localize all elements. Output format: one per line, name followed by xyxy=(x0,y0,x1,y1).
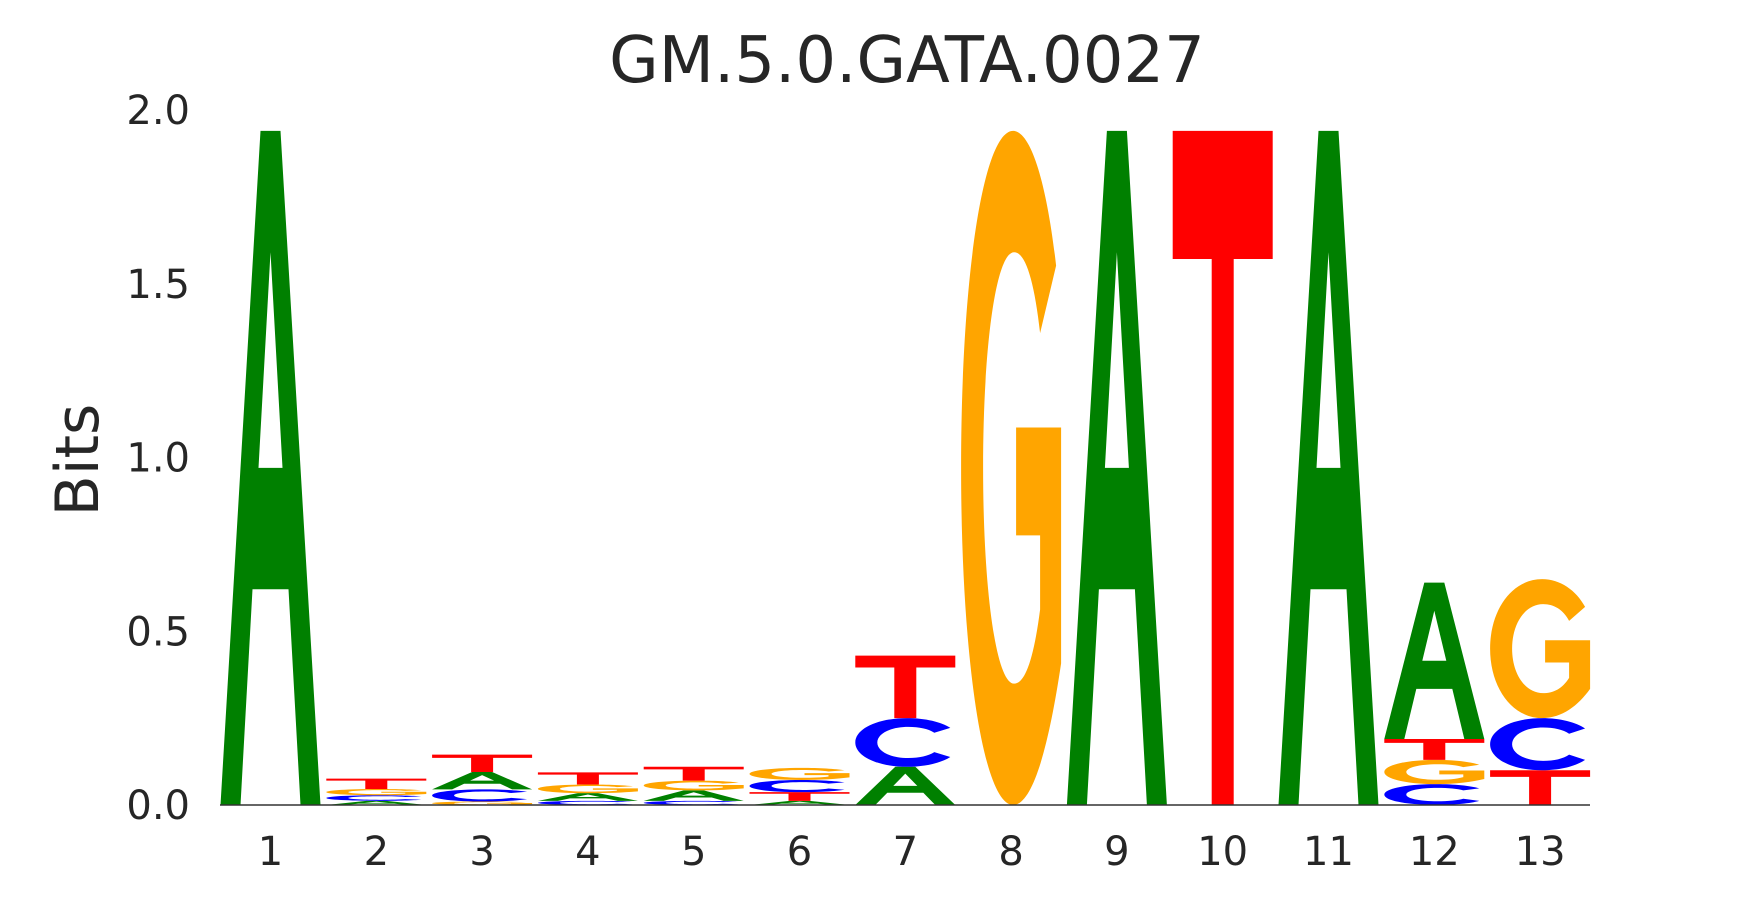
logo-letter-g-pos-4 xyxy=(537,784,638,794)
y-axis-ticks: 0.0 0.5 1.0 1.5 2.0 xyxy=(126,88,190,829)
x-tick-label: 6 xyxy=(787,829,812,875)
x-tick-label: 13 xyxy=(1515,829,1566,875)
x-tick-label: 10 xyxy=(1197,829,1248,875)
logo-letter-g-pos-2 xyxy=(326,789,427,796)
x-tick-label: 8 xyxy=(998,829,1023,875)
logo-letter-c-pos-6 xyxy=(749,779,845,793)
logo-letter-a-pos-9 xyxy=(1066,130,1167,806)
logo-letter-a-pos-6 xyxy=(749,800,850,805)
y-tick-label: 1.5 xyxy=(126,262,190,308)
logo-letter-c-pos-3 xyxy=(432,789,528,802)
logo-letter-a-pos-12 xyxy=(1384,582,1485,739)
x-tick-label: 1 xyxy=(258,829,283,875)
logo-letter-a-pos-3 xyxy=(432,771,533,790)
logo-letter-t-pos-4 xyxy=(537,772,638,785)
x-tick-label: 5 xyxy=(681,829,706,875)
logo-letter-c-pos-2 xyxy=(326,795,422,801)
logo-letter-t-pos-7 xyxy=(855,655,956,719)
x-tick-label: 2 xyxy=(364,829,389,875)
y-tick-label: 1.0 xyxy=(126,436,190,482)
logo-letter-t-pos-12 xyxy=(1384,738,1485,760)
logo-letter-a-pos-1 xyxy=(220,130,321,806)
logo-letter-t-pos-5 xyxy=(643,766,744,781)
y-tick-label: 2.0 xyxy=(126,88,190,134)
chart-title: GM.5.0.GATA.0027 xyxy=(609,24,1205,98)
logo-letter-a-pos-4 xyxy=(537,793,638,801)
logo-letter-g-pos-6 xyxy=(749,767,850,780)
y-axis-label: Bits xyxy=(43,404,113,517)
logo-letter-c-pos-5 xyxy=(643,800,739,805)
logo-letter-t-pos-3 xyxy=(432,754,533,772)
logo-letter-c-pos-7 xyxy=(855,718,951,767)
y-tick-label: 0.5 xyxy=(126,609,190,655)
x-tick-label: 9 xyxy=(1104,829,1129,875)
logo-letter-g-pos-12 xyxy=(1384,759,1485,785)
logo-letter-t-pos-10 xyxy=(1172,130,1273,806)
logo-letter-c-pos-13 xyxy=(1490,718,1586,771)
logo-letters xyxy=(220,130,1591,806)
logo-letter-t-pos-6 xyxy=(749,792,850,801)
logo-letter-g-pos-13 xyxy=(1490,579,1591,719)
logo-letter-c-pos-4 xyxy=(537,800,633,805)
logo-letter-a-pos-2 xyxy=(326,800,427,805)
x-tick-label: 11 xyxy=(1303,829,1354,875)
x-tick-label: 12 xyxy=(1409,829,1460,875)
logo-letter-a-pos-11 xyxy=(1278,130,1379,806)
logo-letter-t-pos-2 xyxy=(326,778,427,790)
logo-letter-g-pos-5 xyxy=(643,780,744,791)
x-tick-label: 3 xyxy=(469,829,494,875)
x-tick-label: 7 xyxy=(893,829,918,875)
logo-letter-g-pos-8 xyxy=(961,130,1062,806)
logo-letter-g-pos-3 xyxy=(432,801,533,805)
logo-letter-c-pos-12 xyxy=(1384,784,1480,805)
x-tick-label: 4 xyxy=(575,829,600,875)
x-axis-ticks: 1 2 3 4 5 6 7 8 9 10 11 12 13 xyxy=(258,829,1566,875)
y-tick-label: 0.0 xyxy=(126,783,190,829)
logo-letter-a-pos-5 xyxy=(643,790,744,801)
logo-letter-t-pos-13 xyxy=(1490,770,1591,805)
logo-letter-a-pos-7 xyxy=(855,766,956,805)
